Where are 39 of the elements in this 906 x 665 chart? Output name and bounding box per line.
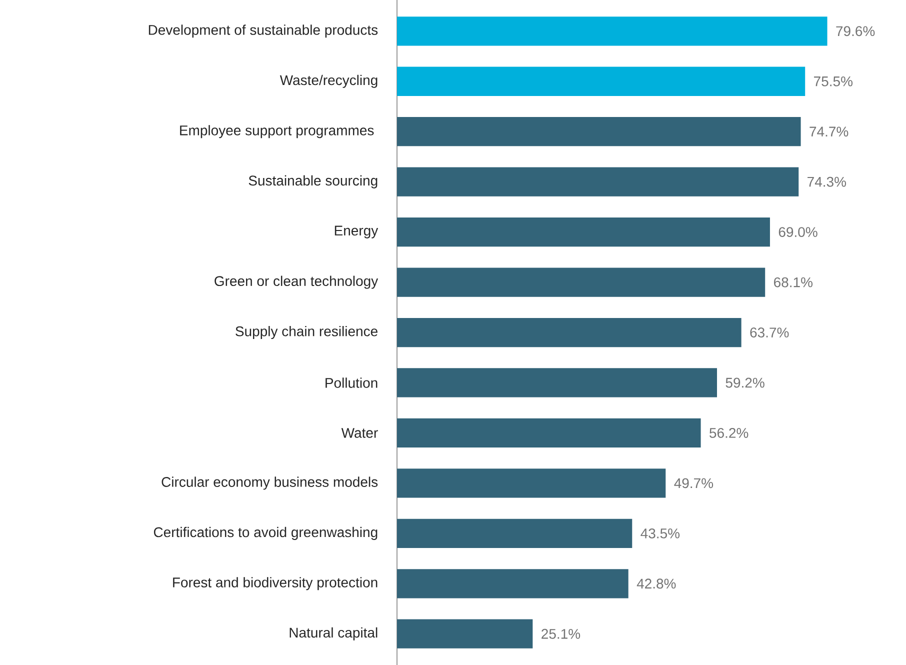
bar <box>397 66 806 96</box>
data-label: 74.7% <box>810 126 848 136</box>
bar <box>397 518 632 548</box>
y-tick-label: Green or clean technology <box>214 276 378 289</box>
bar <box>397 268 766 297</box>
data-label: 59.2% <box>726 378 764 388</box>
y-tick-label: Certifications to avoid greenwashing <box>154 526 378 540</box>
data-label: 74.3% <box>808 176 846 187</box>
bar <box>397 619 533 648</box>
y-tick-label: Employee support programmes <box>180 125 374 138</box>
bar <box>397 569 628 598</box>
data-label: 42.8% <box>636 578 676 589</box>
data-label: 75.5% <box>814 76 853 86</box>
y-tick-label: Circular economy business models <box>162 476 378 490</box>
data-label: 69.0% <box>778 227 818 238</box>
data-label: 43.5% <box>640 528 680 538</box>
bar <box>397 16 828 46</box>
bar <box>397 318 742 348</box>
y-tick-label: Waste/recycling <box>280 74 378 88</box>
data-label: 79.6% <box>836 26 875 36</box>
bar <box>397 418 701 448</box>
bar <box>397 117 801 146</box>
y-tick-label: Energy <box>334 226 378 238</box>
data-label: 68.1% <box>774 277 813 288</box>
y-tick-label: Water <box>341 428 378 438</box>
data-label: 49.7% <box>674 478 714 488</box>
bar <box>397 368 717 398</box>
y-tick-label: Supply chain resilience <box>236 326 378 340</box>
data-label: 63.7% <box>750 328 789 338</box>
data-label: 25.1% <box>542 628 580 639</box>
data-label: 56.2% <box>710 428 748 438</box>
y-tick-label: Natural capital <box>290 627 378 640</box>
y-tick-label: Forest and biodiversity protection <box>173 577 378 590</box>
bar <box>397 468 666 498</box>
y-tick-label: Pollution <box>326 378 378 388</box>
y-tick-label: Development of sustainable products <box>148 24 378 38</box>
bar <box>397 217 770 247</box>
bar <box>397 167 799 196</box>
y-tick-label: Sustainable sourcing <box>248 175 378 188</box>
